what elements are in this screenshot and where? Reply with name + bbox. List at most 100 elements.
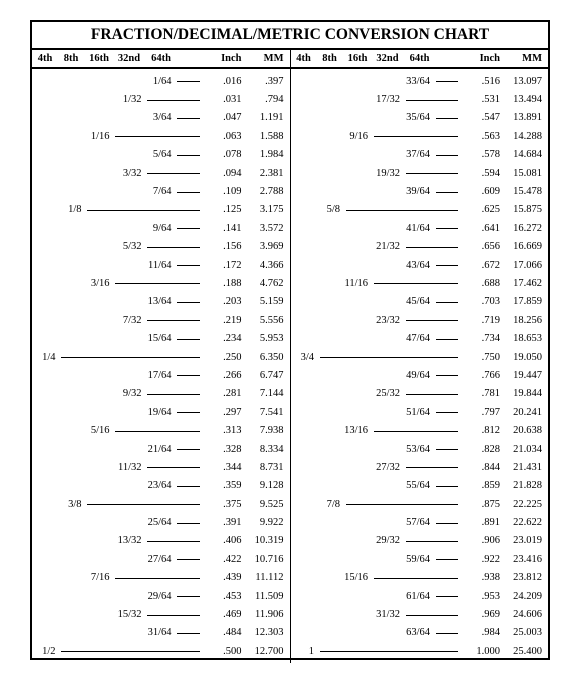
leader-line (346, 504, 459, 505)
mm-value: 6.747 (244, 370, 284, 381)
table-row: 5/16.3137.938 (32, 421, 290, 439)
leader-line (115, 283, 200, 284)
fraction-value: 47/64 (396, 333, 430, 344)
mm-value: 11.509 (244, 591, 284, 602)
table-row: 23/64.3599.128 (32, 477, 290, 495)
mm-value: 20.241 (502, 407, 542, 418)
mm-value: 9.525 (244, 499, 284, 510)
inch-value: .219 (206, 315, 242, 326)
mm-value: 18.653 (502, 333, 542, 344)
inch-value: .828 (464, 444, 500, 455)
hdr-64th: 64th (144, 53, 178, 64)
fraction-value: 3/32 (108, 168, 142, 179)
fraction-value: 15/32 (108, 609, 142, 620)
fraction-value: 19/64 (138, 407, 172, 418)
table-row: 49/64.76619.447 (291, 366, 549, 384)
table-row: 11/64.1724.366 (32, 256, 290, 274)
table-row: 3/64.0471.191 (32, 109, 290, 127)
table-row: 19/64.2977.541 (32, 403, 290, 421)
fraction-value: 29/64 (138, 591, 172, 602)
table-row: 43/64.67217.066 (291, 256, 549, 274)
leader-line (320, 651, 459, 652)
hdr-16th: 16th (84, 53, 114, 64)
table-row: 15/16.93823.812 (291, 569, 549, 587)
inch-value: .672 (464, 260, 500, 271)
leader-line (436, 155, 459, 156)
inch-value: .547 (464, 112, 500, 123)
leader-line (436, 523, 459, 524)
fraction-value: 35/64 (396, 112, 430, 123)
table-row: 63/64.98425.003 (291, 624, 549, 642)
leader-line (177, 265, 200, 266)
fraction-value: 13/64 (138, 296, 172, 307)
table-row: 15/64.2345.953 (32, 329, 290, 347)
fraction-value: 15/64 (138, 333, 172, 344)
fraction-value: 31/64 (138, 627, 172, 638)
fraction-value: 1/4 (32, 352, 56, 363)
mm-value: 5.556 (244, 315, 284, 326)
inch-value: .266 (206, 370, 242, 381)
mm-value: 21.828 (502, 480, 542, 491)
mm-value: 7.144 (244, 388, 284, 399)
inch-value: .406 (206, 535, 242, 546)
leader-line (436, 339, 459, 340)
table-row: 9/64.1413.572 (32, 219, 290, 237)
leader-line (436, 265, 459, 266)
leader-line (436, 633, 459, 634)
leader-line (436, 412, 459, 413)
mm-value: 22.622 (502, 517, 542, 528)
mm-value: 3.969 (244, 241, 284, 252)
fraction-value: 13/32 (108, 535, 142, 546)
hdr-4th: 4th (32, 53, 58, 64)
inch-value: .375 (206, 499, 242, 510)
leader-line (374, 136, 459, 137)
table-row: 3/32.0942.381 (32, 164, 290, 182)
fraction-value: 33/64 (396, 76, 430, 87)
mm-value: 21.431 (502, 462, 542, 473)
header-row: 4th 8th 16th 32nd 64th Inch MM 4th 8th 1… (32, 50, 548, 69)
table-row: 13/16.81220.638 (291, 421, 549, 439)
mm-value: 2.788 (244, 186, 284, 197)
leader-line (87, 210, 200, 211)
table-row: 11/32.3448.731 (32, 458, 290, 476)
hdr-16th: 16th (343, 53, 373, 64)
inch-value: .313 (206, 425, 242, 436)
inch-value: .844 (464, 462, 500, 473)
inch-value: .781 (464, 388, 500, 399)
mm-value: 10.319 (244, 535, 284, 546)
inch-value: .297 (206, 407, 242, 418)
fraction-value: 5/16 (80, 425, 110, 436)
column-right: 33/64.51613.09717/32.53113.49435/64.5471… (290, 69, 549, 663)
leader-line (177, 412, 200, 413)
table-row: 3/16.1884.762 (32, 274, 290, 292)
table-row: 5/64.0781.984 (32, 146, 290, 164)
mm-value: 17.859 (502, 296, 542, 307)
leader-line (87, 504, 200, 505)
leader-line (177, 375, 200, 376)
inch-value: .812 (464, 425, 500, 436)
table-row: 17/64.2666.747 (32, 366, 290, 384)
inch-value: .250 (206, 352, 242, 363)
mm-value: 5.159 (244, 296, 284, 307)
inch-value: .641 (464, 223, 500, 234)
table-row: 51/64.79720.241 (291, 403, 549, 421)
fraction-value: 23/64 (138, 480, 172, 491)
mm-value: 21.034 (502, 444, 542, 455)
fraction-value: 7/64 (138, 186, 172, 197)
inch-value: .969 (464, 609, 500, 620)
fraction-value: 1/64 (138, 76, 172, 87)
mm-value: 4.366 (244, 260, 284, 271)
table-row: 31/32.96924.606 (291, 605, 549, 623)
header-left: 4th 8th 16th 32nd 64th Inch MM (32, 50, 290, 67)
mm-value: 2.381 (244, 168, 284, 179)
fraction-value: 9/16 (338, 131, 368, 142)
fraction-value: 31/32 (366, 609, 400, 620)
fraction-value: 27/32 (366, 462, 400, 473)
fraction-value: 11/16 (338, 278, 368, 289)
table-row: 53/64 .82821.034 (291, 440, 549, 458)
fraction-value: 53/64 (396, 444, 430, 455)
leader-line (147, 615, 200, 616)
table-row: 11/16.68817.462 (291, 274, 549, 292)
table-row: 9/32.2817.144 (32, 385, 290, 403)
leader-line (147, 100, 200, 101)
